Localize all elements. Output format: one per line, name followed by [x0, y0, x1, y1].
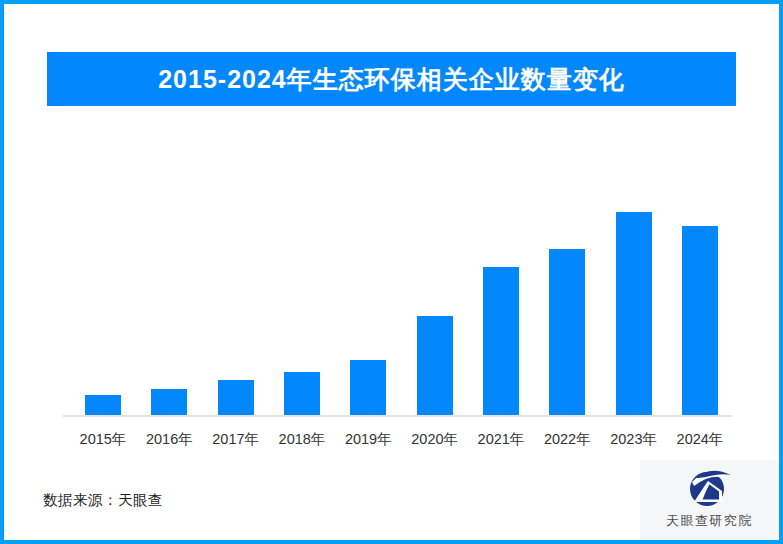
chart-title-banner: 2015-2024年生态环保相关企业数量变化 [47, 52, 736, 106]
x-tick-label: 2018年 [269, 430, 335, 449]
bar-2023年 [616, 212, 652, 415]
x-tick-label: 2021年 [468, 430, 534, 449]
bar-2015年 [85, 395, 121, 415]
bar-2024年 [682, 226, 718, 415]
bar-2020年 [417, 316, 453, 415]
bar-2019年 [350, 360, 386, 415]
chart-title: 2015-2024年生态环保相关企业数量变化 [158, 63, 625, 96]
infographic-frame: 2015-2024年生态环保相关企业数量变化 2015年2016年2017年20… [0, 0, 783, 544]
x-axis-labels: 2015年2016年2017年2018年2019年2020年2021年2022年… [63, 430, 732, 452]
x-tick-label: 2017年 [203, 430, 269, 449]
x-tick-label: 2015年 [70, 430, 136, 449]
logo-text: 天眼查研究院 [666, 512, 753, 530]
bar-2022年 [549, 249, 585, 415]
data-source-label: 数据来源：天眼查 [43, 491, 163, 510]
bar-chart-plot-area [63, 214, 732, 417]
tianyancha-logo-icon [688, 470, 732, 507]
bar-2017年 [218, 380, 254, 415]
x-tick-label: 2020年 [402, 430, 468, 449]
bar-2016年 [151, 389, 187, 415]
bar-2021年 [483, 267, 519, 415]
x-tick-label: 2019年 [335, 430, 401, 449]
x-tick-label: 2023年 [601, 430, 667, 449]
x-tick-label: 2024年 [667, 430, 733, 449]
x-tick-label: 2022年 [534, 430, 600, 449]
bar-2018年 [284, 372, 320, 415]
x-tick-label: 2016年 [136, 430, 202, 449]
logo-card: 天眼查研究院 [640, 460, 779, 540]
